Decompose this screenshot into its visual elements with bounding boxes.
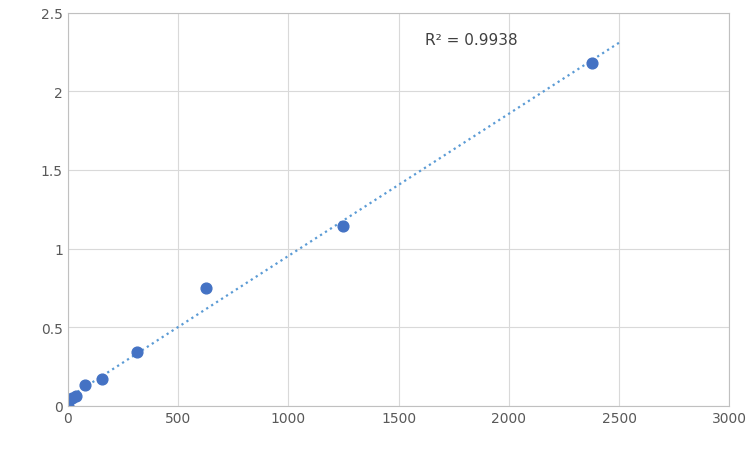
Point [586, 60, 598, 67]
Point [79, 382, 91, 389]
Point [199, 285, 211, 292]
Point [338, 223, 350, 230]
Text: R² = 0.9938: R² = 0.9938 [425, 33, 517, 48]
Point [62, 402, 74, 410]
Point [96, 376, 108, 383]
Point [70, 392, 82, 399]
Point [66, 395, 78, 402]
Point [131, 349, 143, 356]
